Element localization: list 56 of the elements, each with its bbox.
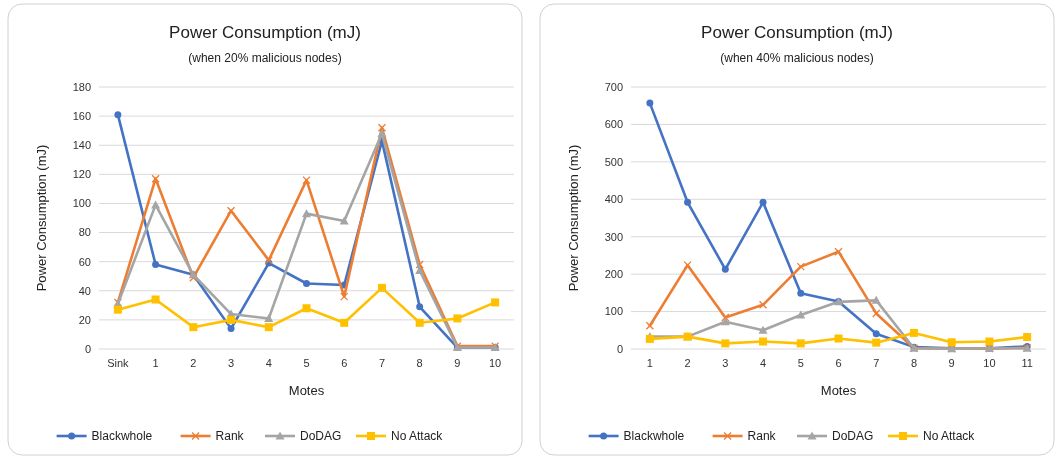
x-tick-label: 8: [910, 357, 918, 369]
x-axis-title: Motes: [288, 383, 325, 398]
y-tick-label: 400: [604, 193, 623, 206]
chart-title: Power Consumption (mJ): [169, 23, 361, 42]
x-tick-label: 3: [722, 357, 729, 369]
chart-title: Power Consumption (mJ): [701, 23, 893, 42]
x-tick-label: 7: [378, 357, 386, 369]
legend-label: Blackwhole: [623, 429, 685, 444]
x-tick-label: Sink: [107, 357, 130, 369]
x-tick-label: 4: [265, 357, 272, 369]
y-tick-label: 700: [604, 80, 623, 93]
legend-label: No Attack: [923, 429, 976, 444]
y-tick-label: 500: [604, 155, 623, 168]
y-tick-label: 100: [604, 305, 623, 318]
x-tick-label: 2: [684, 357, 691, 369]
y-tick-label: 100: [72, 197, 91, 210]
y-tick-label: 140: [72, 139, 91, 152]
y-tick-label: 180: [72, 80, 91, 93]
x-tick-label: 5: [797, 357, 804, 369]
x-tick-label: 7: [873, 357, 880, 369]
y-tick-label: 60: [78, 255, 91, 268]
y-tick-label: 0: [616, 342, 623, 355]
x-tick-label: 1: [152, 357, 159, 369]
x-axis-title: Motes: [820, 383, 857, 398]
legend-label: Blackwhole: [91, 429, 153, 444]
legend-label: Rank: [747, 429, 777, 444]
legend-label: Rank: [215, 429, 245, 444]
y-tick-label: 300: [604, 230, 623, 243]
y-tick-label: 20: [78, 313, 91, 326]
y-tick-label: 0: [84, 342, 91, 355]
y-tick-label: 40: [78, 284, 91, 297]
x-tick-label: 10: [489, 357, 502, 369]
x-tick-label: 1: [646, 357, 653, 369]
x-tick-label: 11: [1021, 357, 1033, 369]
x-tick-label: 9: [948, 357, 955, 369]
x-tick-label: 2: [190, 357, 197, 369]
legend-label: DoDAG: [300, 429, 342, 444]
x-tick-label: 10: [983, 357, 996, 369]
y-tick-label: 160: [72, 109, 91, 122]
y-tick-label: 200: [604, 267, 623, 280]
x-tick-label: 8: [416, 357, 423, 369]
legend-label: DoDAG: [832, 429, 874, 444]
chart-subtitle: (when 20% malicious nodes): [188, 51, 342, 65]
y-axis-title: Power Consumption (mJ): [566, 144, 581, 292]
y-tick-label: 80: [78, 226, 91, 239]
x-tick-label: 9: [454, 357, 461, 369]
x-tick-label: 6: [835, 357, 842, 369]
x-tick-label: 6: [341, 357, 348, 369]
y-axis-title: Power Consumption (mJ): [34, 144, 49, 292]
legend-label: No Attack: [391, 429, 444, 444]
x-tick-label: 4: [759, 357, 767, 369]
x-tick-label: 5: [303, 357, 310, 369]
y-tick-label: 600: [604, 118, 623, 131]
chart-subtitle: (when 40% malicious nodes): [720, 51, 874, 65]
x-tick-label: 3: [227, 357, 235, 369]
y-tick-label: 120: [72, 168, 91, 181]
